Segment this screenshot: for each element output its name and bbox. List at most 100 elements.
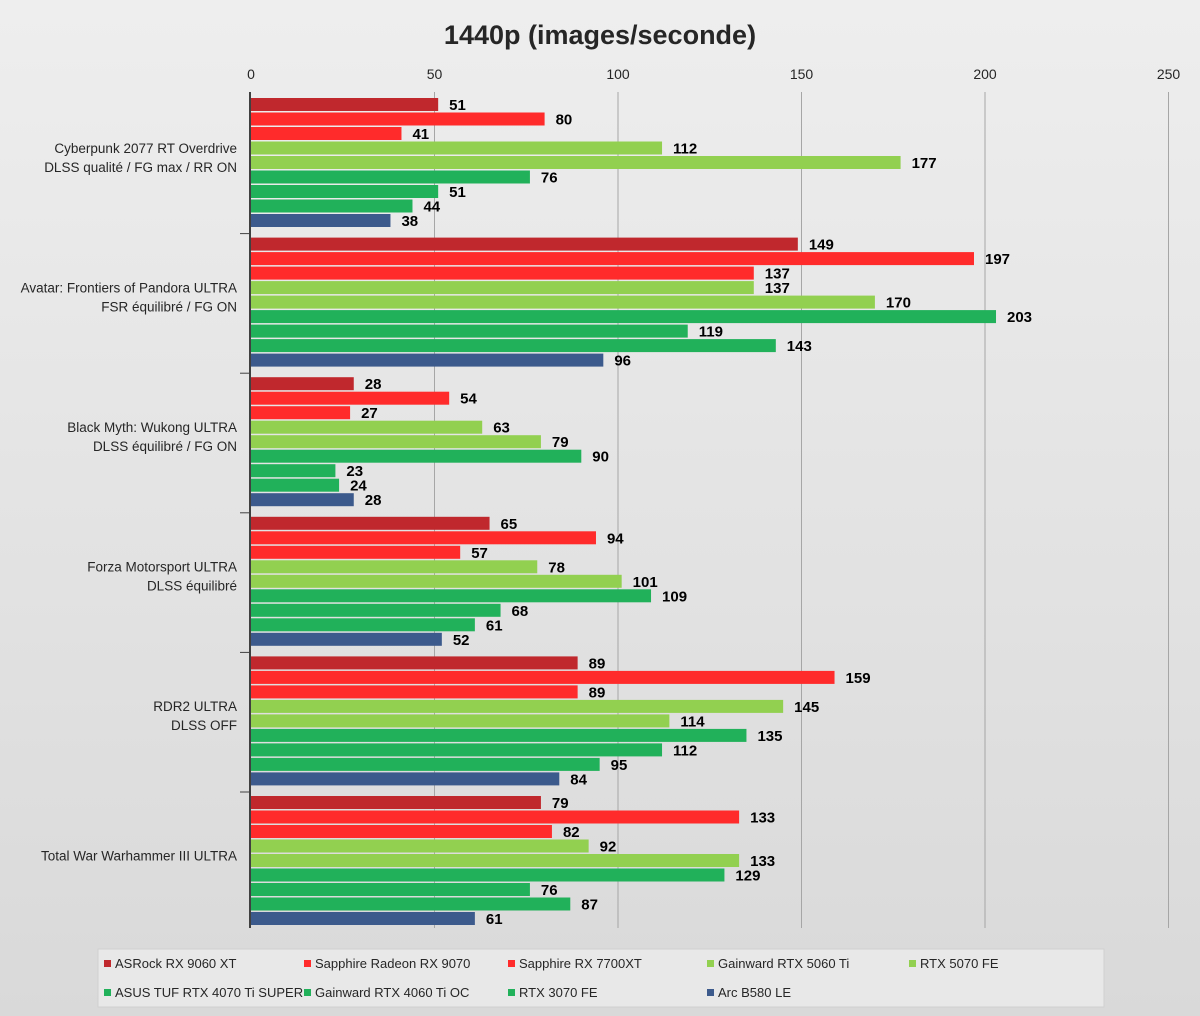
bar (251, 377, 354, 391)
category-labels: Cyberpunk 2077 RT Overdrive DLSS qualité … (21, 141, 237, 864)
legend-label: RTX 5070 FE (920, 956, 999, 971)
bar (251, 796, 541, 809)
data-label: 90 (592, 449, 609, 466)
bar (251, 266, 754, 280)
bar (251, 281, 754, 295)
bar (251, 420, 483, 434)
data-label: 89 (589, 655, 606, 672)
data-label: 79 (552, 434, 569, 451)
data-label: 101 (633, 574, 658, 591)
bar (251, 656, 578, 670)
data-label: 80 (556, 112, 573, 129)
legend-label: RTX 3070 FE (519, 985, 598, 1000)
data-label: 51 (449, 97, 466, 114)
data-label: 133 (750, 853, 775, 870)
legend-swatch (104, 989, 111, 996)
bar (251, 310, 997, 324)
bar (251, 772, 560, 786)
chart-title: 1440p (images/seconde) (444, 20, 756, 50)
legend: ASRock RX 9060 XT Sapphire Radeon RX 9070… (97, 948, 1105, 1008)
bar (251, 810, 740, 824)
bar (251, 295, 875, 309)
data-label: 79 (552, 795, 569, 812)
bar (251, 699, 784, 713)
legend-label: Gainward RTX 5060 Ti (718, 956, 849, 971)
category-label: DLSS qualité / FG max / RR ON (44, 160, 237, 175)
data-label: 170 (886, 295, 911, 312)
bar (251, 603, 501, 617)
bar (251, 449, 582, 463)
data-label: 51 (449, 184, 466, 201)
bar (251, 339, 776, 353)
data-label: 38 (401, 213, 418, 230)
legend-swatch (104, 960, 111, 967)
data-label: 137 (765, 280, 790, 297)
bar (251, 854, 740, 867)
data-label: 109 (662, 588, 687, 605)
data-label: 94 (607, 530, 624, 547)
category-label: DLSS équilibré (147, 579, 237, 594)
bar (251, 406, 351, 420)
data-label: 61 (486, 617, 503, 634)
legend-box (97, 948, 1105, 1008)
legend-swatch (909, 960, 916, 967)
category-label: FSR équilibré / FG ON (101, 299, 237, 314)
legend-swatch (304, 960, 311, 967)
data-label: 143 (787, 338, 812, 355)
bar (251, 391, 450, 405)
data-label: 137 (765, 266, 790, 283)
legend-label: Sapphire RX 7700XT (519, 956, 642, 971)
bar (251, 560, 538, 574)
bar (251, 237, 798, 251)
data-label: 76 (541, 882, 558, 899)
legend-label: ASUS TUF RTX 4070 Ti SUPER (115, 985, 303, 1000)
x-axis-tick-labels: 0 50 100 150 200 250 (247, 66, 1180, 82)
x-tick-label: 250 (1157, 66, 1181, 82)
data-label: 112 (673, 742, 697, 759)
data-label: 68 (512, 603, 529, 620)
bar (251, 324, 688, 338)
category-label: Total War Warhammer III ULTRA (41, 848, 237, 863)
data-label: 28 (365, 376, 382, 393)
bar (251, 478, 340, 492)
data-label: 95 (611, 757, 628, 774)
bar (251, 531, 596, 545)
bar (251, 685, 578, 699)
legend-label: Gainward RTX 4060 Ti OC (315, 985, 469, 1000)
data-label: 84 (570, 771, 587, 788)
data-label: 135 (757, 728, 782, 745)
bar (251, 353, 604, 367)
bar (251, 632, 442, 646)
bar (251, 743, 663, 757)
bar (251, 728, 747, 742)
bar (251, 574, 622, 588)
data-label: 119 (699, 324, 723, 341)
data-label: 78 (548, 559, 565, 576)
x-tick-label: 100 (606, 66, 630, 82)
bar (251, 170, 530, 184)
legend-swatch (707, 960, 714, 967)
bar (251, 883, 530, 896)
bar (251, 199, 413, 213)
data-label: 41 (412, 126, 429, 143)
data-label: 149 (809, 237, 834, 254)
legend-swatch (707, 989, 714, 996)
gridlines (240, 92, 1169, 928)
bar (251, 516, 490, 530)
x-tick-label: 200 (973, 66, 997, 82)
legend-swatch (304, 989, 311, 996)
bar (251, 185, 439, 198)
data-label: 197 (985, 251, 1010, 268)
x-tick-label: 50 (427, 66, 443, 82)
bar (251, 868, 725, 882)
data-label: 76 (541, 170, 558, 187)
bars (251, 98, 997, 925)
bar (251, 141, 663, 155)
bar (251, 618, 475, 632)
data-label: 63 (493, 420, 510, 437)
data-label: 114 (680, 713, 705, 730)
data-label: 23 (346, 463, 363, 480)
bar (251, 545, 461, 559)
